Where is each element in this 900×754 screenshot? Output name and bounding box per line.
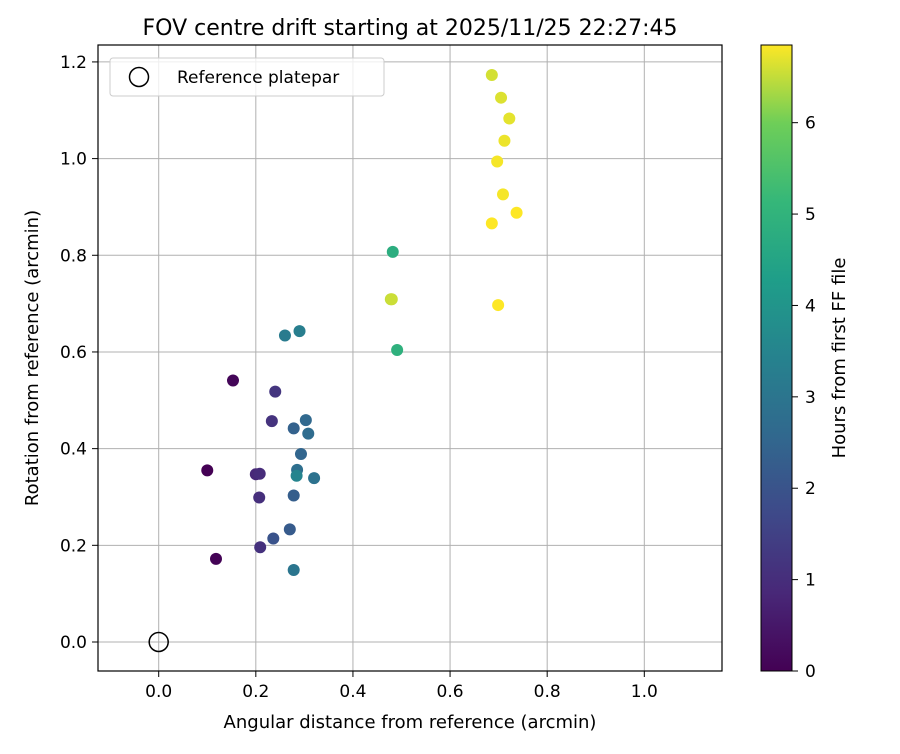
plot-area-frame: [97, 44, 723, 672]
chart-title: FOV centre drift starting at 2025/11/25 …: [143, 16, 678, 41]
x-axis-label: Angular distance from reference (arcmin): [224, 712, 597, 733]
data-point: [265, 415, 278, 428]
x-axis-ticks: 0.0 0.2 0.4 0.6 0.8 1.0: [145, 671, 658, 702]
data-point: [503, 112, 516, 125]
data-point: [287, 489, 300, 502]
colorbar-gradient: [760, 44, 793, 672]
x-tick-label: 0.4: [339, 682, 366, 702]
data-point: [308, 472, 321, 485]
data-point: [294, 447, 307, 460]
data-point: [269, 385, 282, 398]
data-point: [210, 552, 223, 565]
colorbar-tick-label: 0: [805, 662, 816, 682]
data-point: [253, 491, 266, 504]
colorbar-tick-label: 5: [805, 205, 816, 225]
data-point: [267, 532, 280, 545]
grid: [98, 45, 722, 671]
colorbar-tick-label: 4: [805, 296, 816, 316]
data-point: [496, 188, 509, 201]
y-tick-label: 0.2: [60, 536, 87, 556]
legend: Reference platepar: [109, 57, 385, 97]
y-tick-label: 0.0: [60, 633, 87, 653]
y-tick-label: 0.4: [60, 440, 87, 460]
y-axis-ticks: 0.0 0.2 0.4 0.6 0.8 1.0 1.2: [60, 53, 98, 653]
data-point: [283, 523, 296, 536]
colorbar-tick-label: 6: [805, 114, 816, 134]
data-point: [302, 427, 315, 440]
data-point: [278, 329, 291, 342]
colorbar-tick-label: 2: [805, 479, 816, 499]
data-point: [287, 422, 300, 435]
data-point: [253, 467, 266, 480]
x-tick-label: 1.0: [631, 682, 658, 702]
data-point: [485, 68, 498, 81]
data-point: [299, 414, 312, 427]
data-point: [495, 91, 508, 104]
legend-box: [109, 57, 385, 97]
colorbar-label: Hours from first FF file: [829, 258, 850, 459]
legend-label: Reference platepar: [177, 68, 339, 88]
data-point: [293, 325, 306, 338]
x-tick-label: 0.2: [242, 682, 269, 702]
y-tick-label: 1.2: [60, 53, 87, 73]
y-tick-label: 0.6: [60, 343, 87, 363]
y-tick-label: 1.0: [60, 150, 87, 170]
data-point: [391, 344, 404, 357]
data-point: [254, 541, 267, 554]
x-tick-label: 0.6: [437, 682, 464, 702]
x-tick-label: 0.0: [145, 682, 172, 702]
data-point: [386, 245, 399, 258]
reference-platepar-marker: [148, 631, 169, 653]
data-point: [491, 155, 504, 168]
data-point: [226, 374, 239, 387]
colorbar-ticks: 0 1 2 3 4 5 6: [792, 114, 816, 682]
x-tick-label: 0.8: [534, 682, 561, 702]
colorbar-tick-label: 3: [805, 388, 816, 408]
data-point: [385, 293, 398, 306]
data-point: [498, 134, 511, 147]
data-point: [485, 217, 498, 230]
data-point: [201, 464, 214, 477]
colorbar: 0 1 2 3 4 5 6 Hours from first FF file: [760, 44, 850, 682]
data-point: [290, 469, 303, 482]
colorbar-tick-label: 1: [805, 571, 816, 591]
y-axis-label: Rotation from reference (arcmin): [22, 210, 43, 506]
data-point: [510, 206, 523, 219]
data-points: [201, 68, 523, 576]
legend-marker-icon: [128, 66, 150, 88]
data-point: [492, 299, 505, 312]
data-point: [287, 563, 300, 576]
y-tick-label: 0.8: [60, 246, 87, 266]
